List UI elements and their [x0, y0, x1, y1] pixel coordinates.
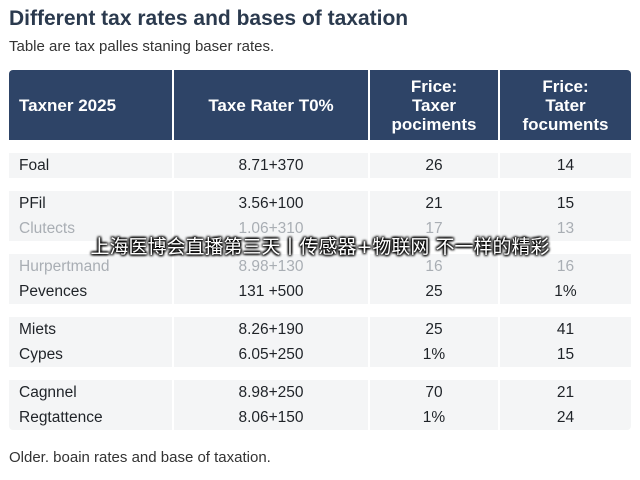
overlay-caption: 上海医博会直播第三天丨传感器+物联网 不一样的精彩: [90, 236, 550, 258]
table-cell: 8.26+190: [173, 317, 370, 342]
table-row: Cagnnel 8.98+250 70 21: [9, 380, 631, 405]
table-cell: 25: [369, 317, 500, 342]
table-cell: Pevences: [9, 279, 174, 304]
table-cell: 70: [369, 380, 500, 405]
table-cell: Foal: [9, 153, 174, 178]
table-spacer: [9, 241, 631, 254]
page-subtitle: Table are tax palles staning baser rates…: [9, 38, 275, 55]
table-cell: 8.06+150: [173, 405, 370, 430]
table-cell: 1%: [499, 279, 631, 304]
tax-rates-table: Taxner 2025 Taxe Rater T0% Frice: Taxer …: [9, 70, 631, 430]
table-row: Miets 8.26+190 25 41: [9, 317, 631, 342]
table-cell: 16: [499, 254, 631, 279]
table-row: Foal 8.71+370 26 14: [9, 153, 631, 178]
table-cell: Hurpertmand: [9, 254, 174, 279]
table-cell: 3.56+100: [173, 191, 370, 216]
table-cell: 15: [499, 342, 631, 367]
table-cell: 21: [499, 380, 631, 405]
table-cell: Cypes: [9, 342, 174, 367]
table-cell: 16: [369, 254, 500, 279]
table-spacer: [9, 140, 631, 153]
table-cell: Miets: [9, 317, 174, 342]
table-row: PFil 3.56+100 21 15: [9, 191, 631, 216]
table-header-row: Taxner 2025 Taxe Rater T0% Frice: Taxer …: [9, 70, 631, 140]
tax-rates-table-container: Taxner 2025 Taxe Rater T0% Frice: Taxer …: [9, 70, 631, 430]
table-cell: 25: [369, 279, 500, 304]
column-header: Taxner 2025: [9, 70, 174, 140]
table-cell: 1%: [369, 342, 500, 367]
table-cell: 1%: [369, 405, 500, 430]
page-title: Different tax rates and bases of taxatio…: [9, 7, 409, 30]
table-cell: 1.06+310: [173, 216, 370, 241]
table-spacer: [9, 304, 631, 317]
table-cell: 8.98+250: [173, 380, 370, 405]
column-header: Frice: Taxer pociments: [369, 70, 500, 140]
table-spacer: [9, 178, 631, 191]
table-cell: PFil: [9, 191, 174, 216]
table-cell: Regtattence: [9, 405, 174, 430]
table-cell: 17: [369, 216, 500, 241]
table-cell: 13: [499, 216, 631, 241]
table-cell: 21: [369, 191, 500, 216]
table-cell: 8.71+370: [173, 153, 370, 178]
table-row: Hurpertmand 8.98+130 16 16: [9, 254, 631, 279]
table-cell: Clutects: [9, 216, 174, 241]
column-header: Taxe Rater T0%: [173, 70, 370, 140]
table-row: Pevences 131 +500 25 1%: [9, 279, 631, 304]
table-cell: 14: [499, 153, 631, 178]
table-cell: 24: [499, 405, 631, 430]
table-spacer: [9, 367, 631, 380]
table-cell: 41: [499, 317, 631, 342]
table-row: Clutects 1.06+310 17 13: [9, 216, 631, 241]
table-row: Cypes 6.05+250 1% 15: [9, 342, 631, 367]
column-header: Frice: Tater focuments: [499, 70, 631, 140]
table-cell: 131 +500: [173, 279, 370, 304]
table-row: Regtattence 8.06+150 1% 24: [9, 405, 631, 430]
table-cell: Cagnnel: [9, 380, 174, 405]
table-footnote: Older. boain rates and base of taxation.: [9, 449, 271, 466]
table-cell: 26: [369, 153, 500, 178]
table-cell: 6.05+250: [173, 342, 370, 367]
table-cell: 15: [499, 191, 631, 216]
table-cell: 8.98+130: [173, 254, 370, 279]
